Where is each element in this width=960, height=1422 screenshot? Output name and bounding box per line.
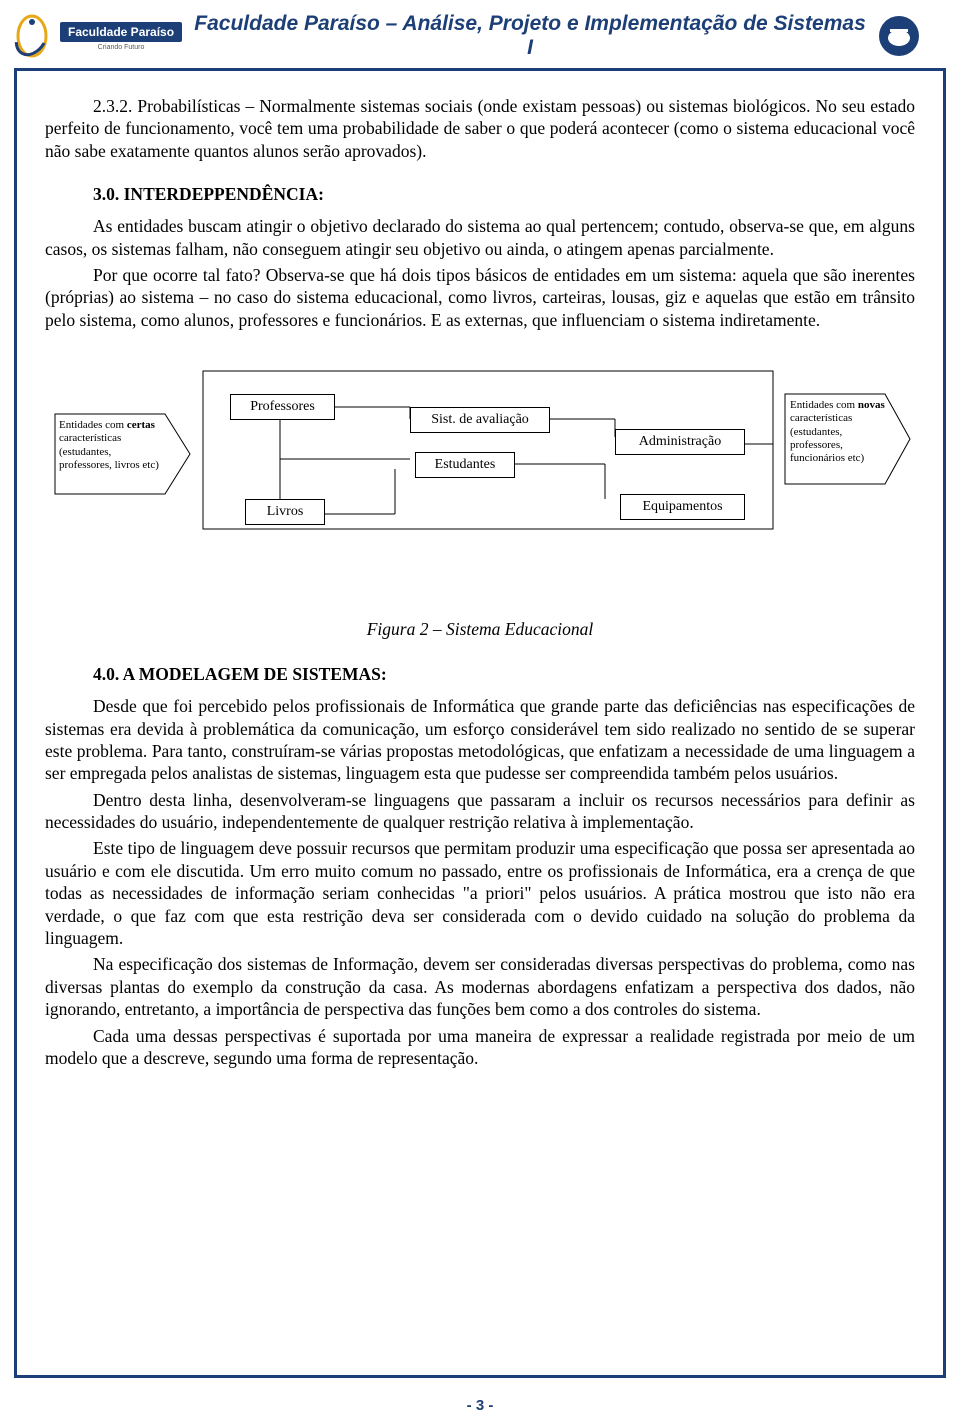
diagram-caption: Figura 2 – Sistema Educacional	[45, 619, 915, 640]
page: Faculdade Paraíso Criando Futuro Faculda…	[0, 0, 960, 1422]
diagram-sistema-educacional: Entidades com certas características (es…	[45, 359, 915, 559]
logo-badge: Faculdade Paraíso	[60, 22, 182, 42]
node-sist-avaliacao: Sist. de avaliação	[410, 407, 550, 433]
node-equipamentos: Equipamentos	[620, 494, 745, 520]
logo-right-icon	[878, 15, 920, 57]
logo-left-group: Faculdade Paraíso Criando Futuro	[14, 14, 182, 58]
paragraph-30-2: Por que ocorre tal fato? Observa-se que …	[45, 264, 915, 331]
page-header: Faculdade Paraíso Criando Futuro Faculda…	[0, 0, 960, 68]
paragraph-40-1: Desde que foi percebido pelos profission…	[45, 695, 915, 785]
paragraph-30-1: As entidades buscam atingir o objetivo d…	[45, 215, 915, 260]
heading-40: 4.0. A MODELAGEM DE SISTEMAS:	[93, 664, 915, 685]
paragraph-40-2: Dentro desta linha, desenvolveram-se lin…	[45, 789, 915, 834]
heading-30: 3.0. INTERDEPPENDÊNCIA:	[93, 184, 915, 205]
node-estudantes: Estudantes	[415, 452, 515, 478]
page-title: Faculdade Paraíso – Análise, Projeto e I…	[182, 12, 878, 60]
node-administracao: Administração	[615, 429, 745, 455]
logo-left-icon	[14, 14, 50, 58]
paragraph-40-5: Cada uma dessas perspectivas é suportada…	[45, 1025, 915, 1070]
logo-sub: Criando Futuro	[60, 44, 182, 51]
diagram-output-label: Entidades com novas características (est…	[790, 399, 895, 465]
logo-badge-wrap: Faculdade Paraíso Criando Futuro	[60, 22, 182, 51]
diagram-input-label: Entidades com certas características (es…	[59, 419, 164, 472]
paragraph-40-4: Na especificação dos sistemas de Informa…	[45, 953, 915, 1020]
paragraph-232: 2.3.2. Probabilísticas – Normalmente sis…	[45, 95, 915, 162]
page-number: - 3 -	[0, 1397, 960, 1414]
paragraph-40-3: Este tipo de linguagem deve possuir recu…	[45, 837, 915, 949]
node-livros: Livros	[245, 499, 325, 525]
node-professores: Professores	[230, 394, 335, 420]
content-frame: 2.3.2. Probabilísticas – Normalmente sis…	[14, 68, 946, 1378]
